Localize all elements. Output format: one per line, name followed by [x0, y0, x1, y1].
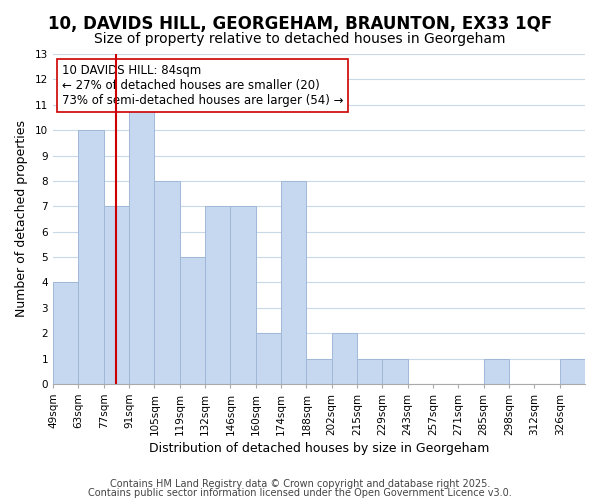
Text: Contains public sector information licensed under the Open Government Licence v3: Contains public sector information licen…: [88, 488, 512, 498]
Bar: [104, 206, 129, 384]
X-axis label: Distribution of detached houses by size in Georgeham: Distribution of detached houses by size …: [149, 442, 489, 455]
Bar: [129, 105, 154, 384]
Bar: [230, 206, 256, 384]
Text: Contains HM Land Registry data © Crown copyright and database right 2025.: Contains HM Land Registry data © Crown c…: [110, 479, 490, 489]
Bar: [560, 358, 585, 384]
Bar: [357, 358, 382, 384]
Bar: [154, 181, 180, 384]
Bar: [205, 206, 230, 384]
Bar: [382, 358, 407, 384]
Bar: [307, 358, 332, 384]
Bar: [79, 130, 104, 384]
Bar: [281, 181, 307, 384]
Bar: [332, 333, 357, 384]
Y-axis label: Number of detached properties: Number of detached properties: [15, 120, 28, 318]
Text: 10, DAVIDS HILL, GEORGEHAM, BRAUNTON, EX33 1QF: 10, DAVIDS HILL, GEORGEHAM, BRAUNTON, EX…: [48, 15, 552, 33]
Bar: [484, 358, 509, 384]
Bar: [256, 333, 281, 384]
Bar: [180, 257, 205, 384]
Bar: [53, 282, 79, 384]
Text: 10 DAVIDS HILL: 84sqm
← 27% of detached houses are smaller (20)
73% of semi-deta: 10 DAVIDS HILL: 84sqm ← 27% of detached …: [62, 64, 343, 107]
Text: Size of property relative to detached houses in Georgeham: Size of property relative to detached ho…: [94, 32, 506, 46]
